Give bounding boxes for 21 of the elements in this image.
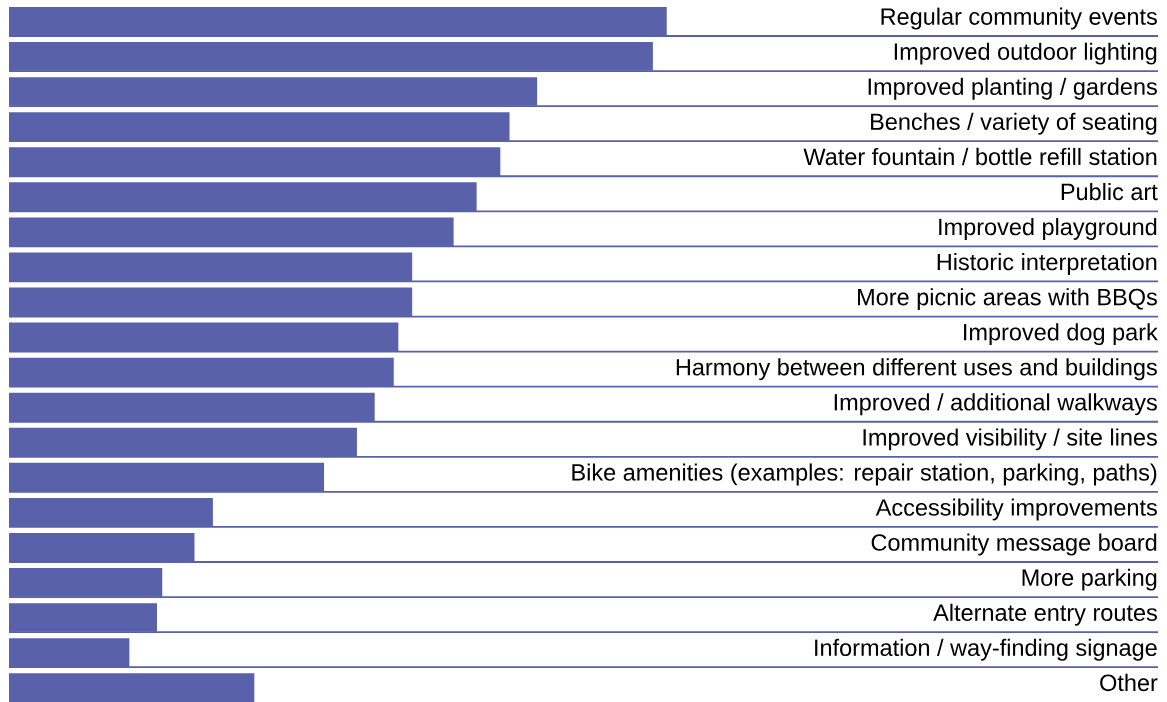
y-tick-label: Alternate entry routes — [933, 603, 1157, 626]
bar — [9, 673, 255, 702]
y-tick-label: Bike amenities (examples: repair station, parking, paths) — [572, 463, 1157, 486]
y-tick-label: Public art — [1061, 182, 1158, 201]
y-tick-label: Improved planting / gardens — [868, 77, 1157, 100]
y-tick-label: Improved dog park — [964, 323, 1158, 346]
y-tick-label: Benches / variety of seating — [871, 112, 1157, 135]
y-tick-label: Improved visibility / site lines — [863, 428, 1157, 451]
y-tick-label: Community message board — [871, 533, 1157, 556]
y-tick-label: Water fountain / bottle refill station — [803, 147, 1157, 166]
y-tick-label: Regular community events — [881, 7, 1157, 30]
y-tick-label: More picnic areas with BBQs — [858, 288, 1157, 311]
y-tick-label: Improved playground — [939, 218, 1157, 240]
y-tick-label: More parking — [1022, 568, 1157, 591]
y-tick-label: Accessibility improvements — [875, 498, 1157, 521]
y-tick-label: Harmony between different uses and buildings — [676, 358, 1157, 381]
y-tick-label: Historic interpretation — [937, 253, 1157, 275]
y-tick-label: Improved outdoor lighting — [894, 42, 1157, 65]
y-tick-label: Information / way-finding signage — [815, 638, 1157, 661]
y-tick-label: Improved / additional walkways — [834, 393, 1157, 416]
y-tick-label: Other — [1100, 673, 1158, 692]
